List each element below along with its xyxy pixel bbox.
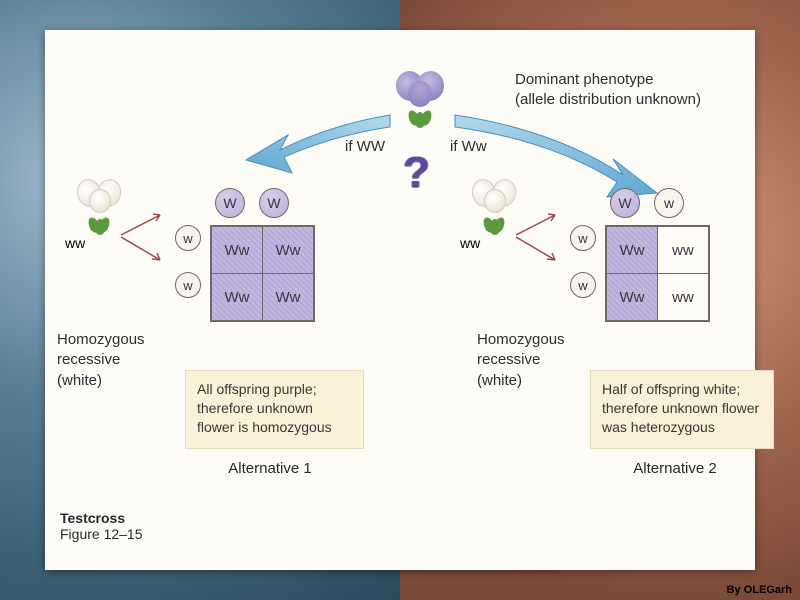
alt2-cell-0-0: Ww [606, 226, 658, 274]
figure-title: Testcross [60, 510, 125, 526]
alt1-title: Alternative 1 [200, 460, 340, 477]
alt1-top-allele-1: W [215, 188, 245, 218]
alt1-gamete-arrows [115, 205, 175, 275]
alt1-result-box: All offspring purple; therefore unknown … [185, 370, 364, 449]
alt2-recessive-label: Homozygous recessive (white) [477, 330, 565, 391]
if-ww-heterozygous-label: if Ww [450, 138, 487, 155]
alt2-left-allele-2: w [570, 272, 596, 298]
alt1-cell-1-0: Ww [211, 274, 263, 322]
alt2-top-allele-1: W [610, 188, 640, 218]
if-ww-homozygous-label: if WW [345, 138, 385, 155]
alt2-gamete-arrows [510, 205, 570, 275]
alt1-ww-label: ww [65, 235, 85, 251]
alt2-left-allele-1: w [570, 225, 596, 251]
diagram-page: Dominant phenotype (allele distribution … [45, 30, 755, 570]
alt1-cell-1-1: Ww [263, 274, 315, 322]
alt1-cell-0-0: Ww [211, 226, 263, 274]
figure-caption: Testcross Figure 12–15 [60, 510, 143, 542]
alt2-punnett-square: Ww ww Ww ww [605, 225, 710, 322]
alt1-left-allele-2: w [175, 272, 201, 298]
alt2-cell-1-0: Ww [606, 274, 658, 322]
alt2-top-allele-2: w [654, 188, 684, 218]
alt1-recessive-label: Homozygous recessive (white) [57, 330, 145, 391]
alt2-ww-label: ww [460, 235, 480, 251]
question-mark-icon: ? [403, 148, 430, 198]
alt2-cell-0-1: ww [658, 226, 710, 274]
alt1-cell-0-1: Ww [263, 226, 315, 274]
credit-label: By OLEGarh [727, 584, 792, 596]
figure-number: Figure 12–15 [60, 526, 143, 542]
alt1-left-allele-1: w [175, 225, 201, 251]
alt1-punnett-square: Ww Ww Ww Ww [210, 225, 315, 322]
dominant-line1: Dominant phenotype [515, 70, 701, 90]
alt2-title: Alternative 2 [605, 460, 745, 477]
alt2-result-box: Half of offspring white; therefore unkno… [590, 370, 774, 449]
alt1-top-allele-2: W [259, 188, 289, 218]
alt2-cell-1-1: ww [658, 274, 710, 322]
